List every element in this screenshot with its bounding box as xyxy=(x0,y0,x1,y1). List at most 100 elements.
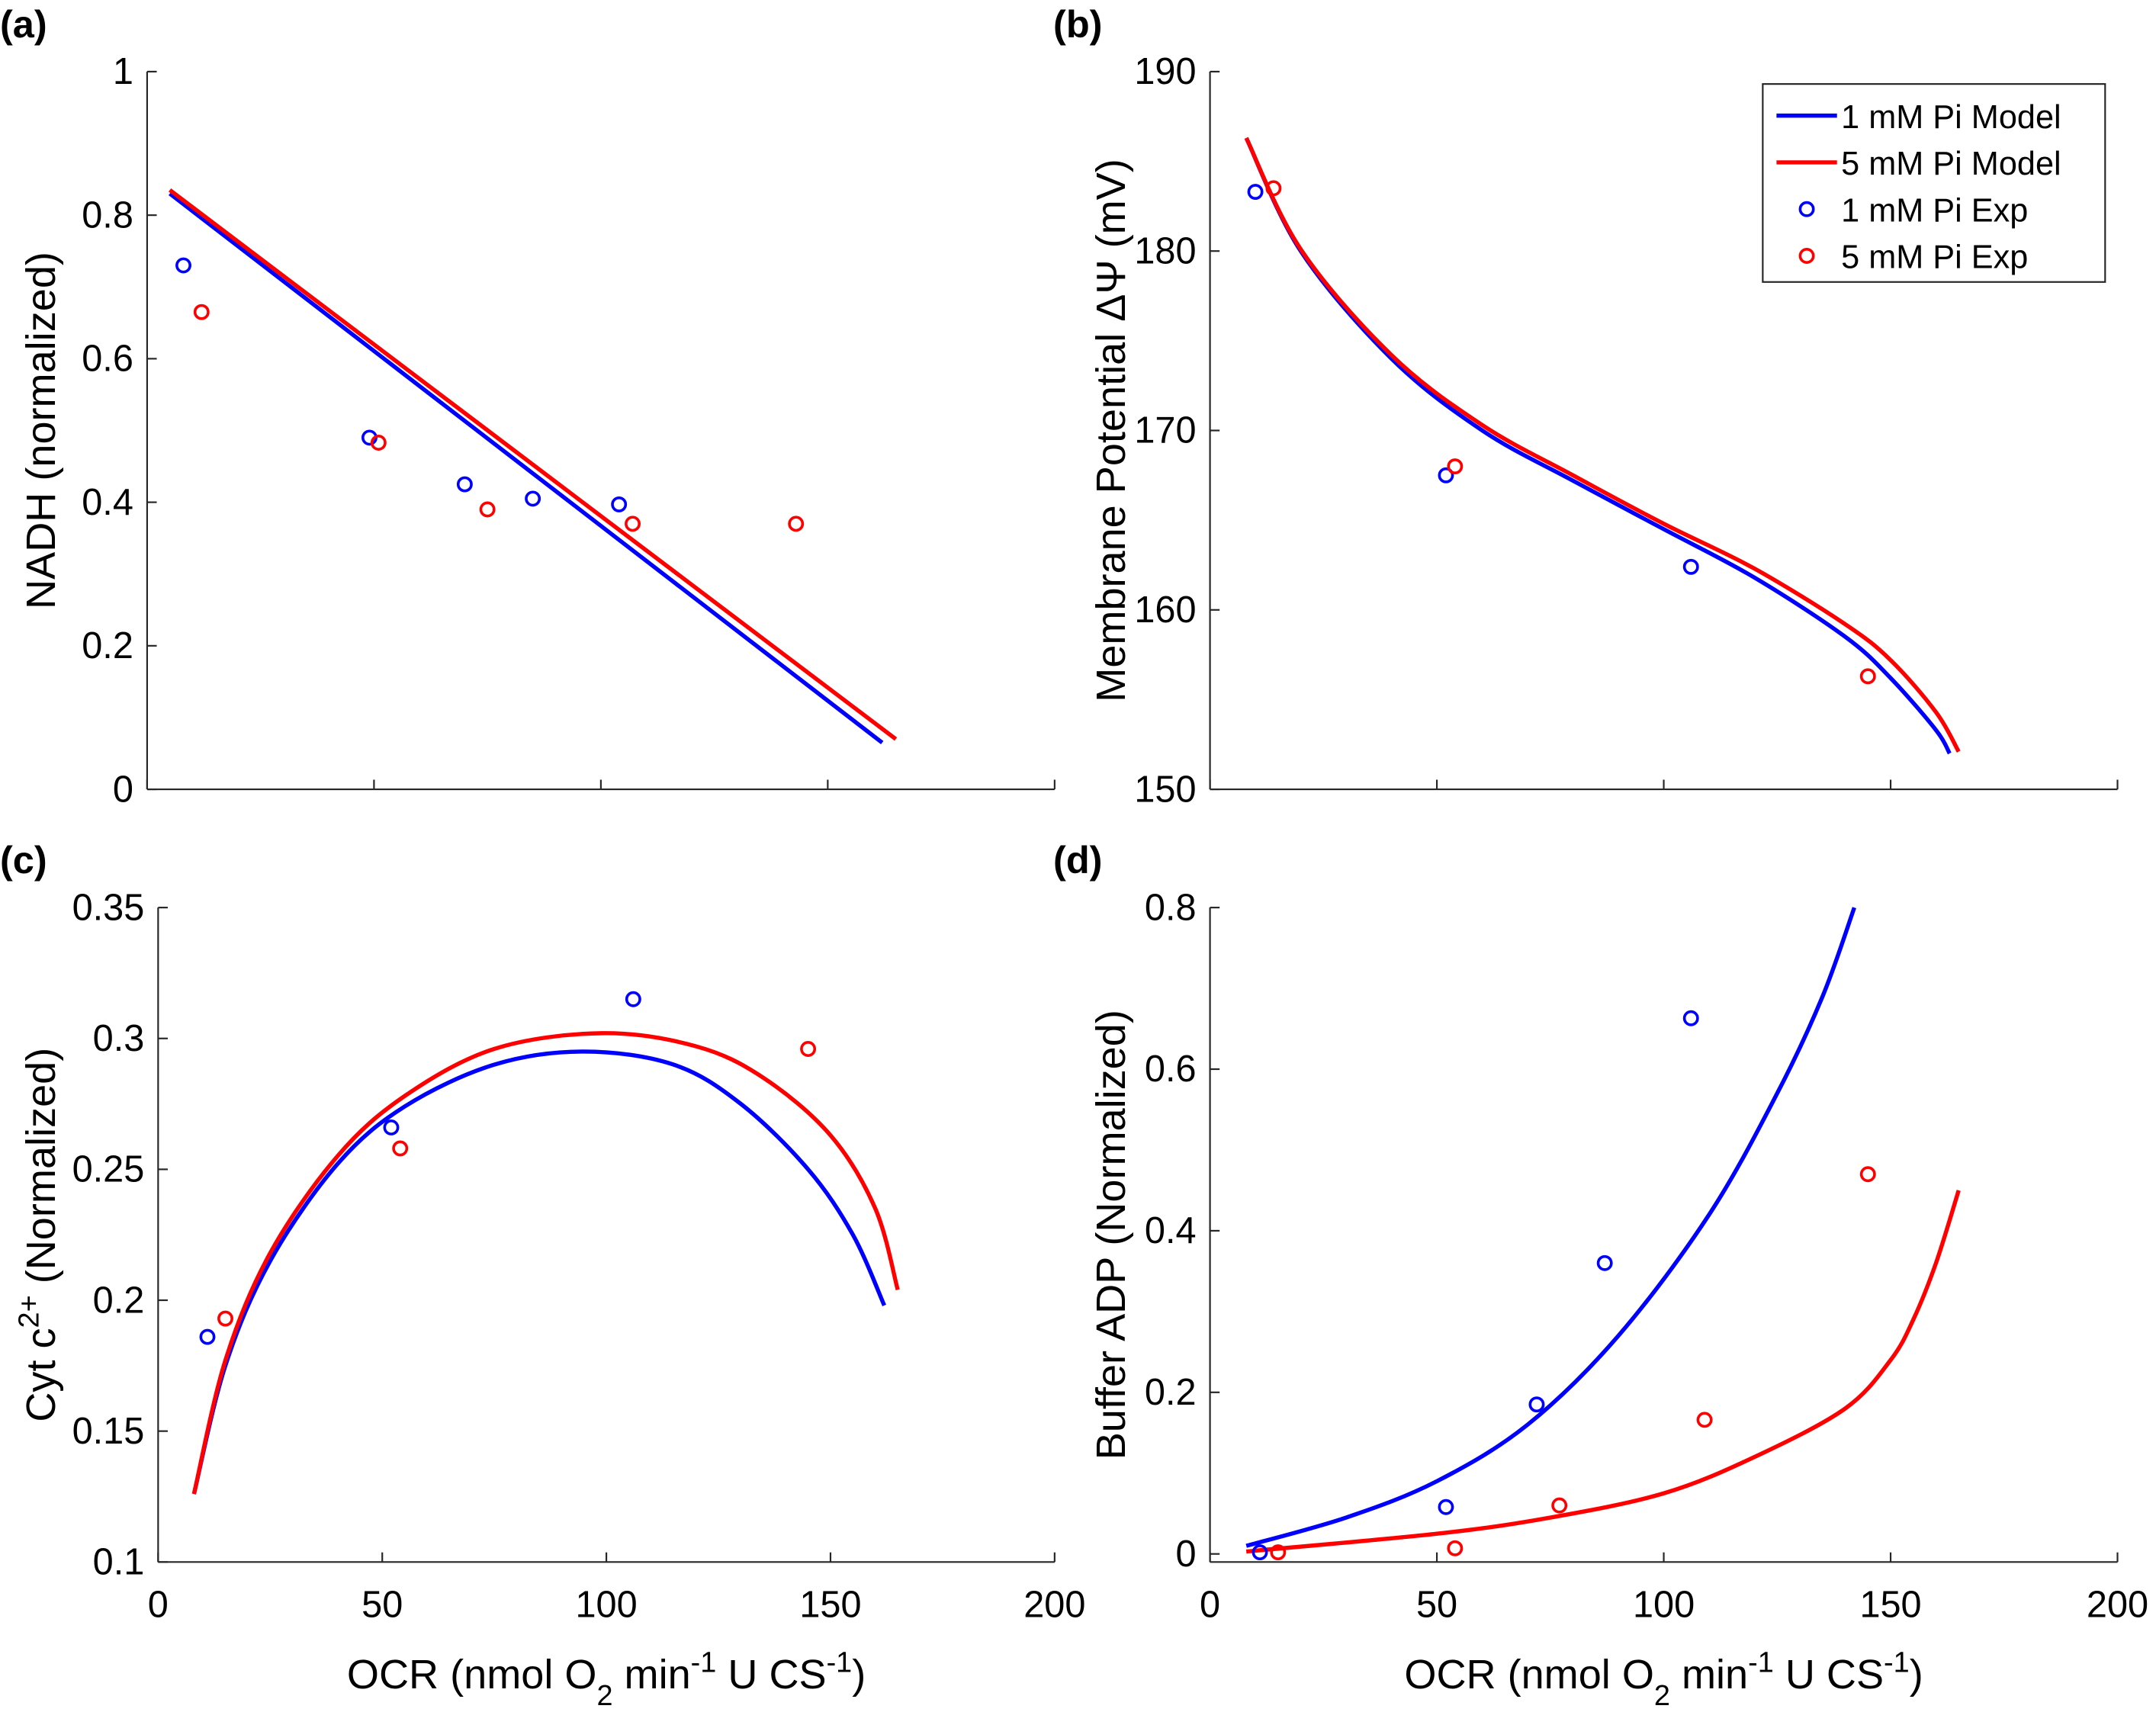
y-tick-label: 150 xyxy=(1134,769,1196,810)
data-point xyxy=(1252,1544,1268,1561)
x-axis-label-part: OCR (nmol O xyxy=(347,1652,597,1698)
data-point xyxy=(1270,1544,1287,1561)
data-point xyxy=(1438,1498,1454,1515)
data-point xyxy=(800,1041,817,1057)
y-axis-label: Cyt c2+ (Normalized) xyxy=(13,1048,64,1422)
x-axis-label-part: -1 xyxy=(827,1647,853,1679)
panel-label: (d) xyxy=(1053,838,1102,882)
y-axis-label: NADH (normalized) xyxy=(18,252,64,609)
legend-label: 1 mM Pi Model xyxy=(1841,99,2061,136)
x-axis-label-part: 2 xyxy=(596,1680,612,1712)
y-tick-label: 160 xyxy=(1134,589,1196,631)
series-5-mm-pi-model xyxy=(191,1031,900,1495)
y-tick-label: 0.6 xyxy=(1145,1049,1197,1090)
y-tick-label: 190 xyxy=(1134,51,1196,92)
legend-label: 1 mM Pi Exp xyxy=(1841,192,2028,229)
y-axis-label: Membrane Potential ΔΨ (mV) xyxy=(1088,159,1134,702)
y-tick-label: 0.6 xyxy=(82,339,133,380)
panel-label: (a) xyxy=(0,2,47,46)
legend-marker-swatch xyxy=(1798,248,1815,264)
panel-b: (b) 150 160 170 180 190 Membrane Potential ΔΨ … xyxy=(1053,2,2119,810)
model-curve xyxy=(169,188,898,741)
data-point xyxy=(525,490,541,507)
series-1-mm-pi-exp xyxy=(1252,1010,1699,1561)
x-axis-label-part: U CS xyxy=(1774,1652,1884,1698)
x-tick-label: 150 xyxy=(1859,1584,1921,1625)
panel-label: (c) xyxy=(0,838,47,882)
series-1-mm-pi-exp xyxy=(199,991,641,1345)
data-point xyxy=(1265,180,1282,197)
y-tick-label: 0.15 xyxy=(72,1411,145,1452)
data-point xyxy=(1447,458,1464,475)
data-point xyxy=(1447,1540,1464,1556)
series-5-mm-pi-exp xyxy=(193,304,805,532)
model-curve xyxy=(1245,907,1856,1548)
x-tick-label: 100 xyxy=(575,1584,637,1625)
data-point xyxy=(175,257,191,274)
series-5-mm-pi-exp xyxy=(1265,180,1876,685)
y-tick-label: 170 xyxy=(1134,410,1196,451)
x-tick-label: 100 xyxy=(1633,1584,1695,1625)
y-tick-label: 0.25 xyxy=(72,1149,145,1190)
panel-label: (b) xyxy=(1053,2,1102,46)
panel-a: (a) 0 0.2 0.4 0.6 0.8 1 NADH (normalized) xyxy=(0,2,1056,810)
series-5-mm-pi-exp xyxy=(217,1041,817,1327)
data-point xyxy=(1596,1254,1613,1271)
data-point xyxy=(199,1328,216,1345)
data-point xyxy=(625,516,641,532)
data-point xyxy=(625,991,641,1007)
x-tick-label: 0 xyxy=(1200,1584,1220,1625)
x-axis-label-part: U CS xyxy=(716,1652,826,1698)
model-curve xyxy=(191,1031,900,1495)
data-point xyxy=(788,516,805,532)
data-point xyxy=(1859,1166,1876,1183)
x-axis-label-part: ) xyxy=(1910,1652,1923,1698)
data-point xyxy=(370,435,387,451)
x-tick-label: 200 xyxy=(2087,1584,2148,1625)
y-tick-label: 0.3 xyxy=(93,1018,145,1059)
x-axis-label-part: -1 xyxy=(1748,1647,1774,1679)
panel-d: (d) 0 0.2 0.4 0.6 0.8 0 50 100 150 200 Buffer ADP (… xyxy=(1053,838,2148,1712)
legend-label: 5 mM Pi Model xyxy=(1841,146,2061,182)
series-1-mm-pi-model xyxy=(169,191,884,745)
y-tick-label: 0.1 xyxy=(93,1542,145,1583)
legend: 1 mM Pi Model 5 mM Pi Model 1 mM Pi Exp 5 m… xyxy=(1762,83,2106,283)
series-1-mm-pi-exp xyxy=(1247,184,1699,575)
x-axis-label-part: 2 xyxy=(1654,1680,1670,1712)
y-tick-label: 0.8 xyxy=(82,194,133,236)
data-point xyxy=(1682,1010,1699,1026)
legend-entry: 5 mM Pi Exp xyxy=(1798,239,2028,276)
data-point xyxy=(193,304,210,320)
x-axis-label-part: -1 xyxy=(1884,1647,1910,1679)
y-axis-label-superscript: 2+ xyxy=(13,1295,45,1328)
data-point xyxy=(1696,1412,1713,1428)
model-curve xyxy=(1244,137,1961,753)
legend-entry: 1 mM Pi Exp xyxy=(1798,192,2028,229)
x-axis-label: OCR (nmol O2 min-1 U CS-1) xyxy=(347,1647,866,1712)
legend-entry: 5 mM Pi Model xyxy=(1776,146,2061,182)
data-point xyxy=(217,1310,233,1327)
x-axis-label-part: ) xyxy=(852,1652,866,1698)
x-axis-label-part: -1 xyxy=(691,1647,717,1679)
x-tick-label: 150 xyxy=(799,1584,861,1625)
y-tick-label: 0.2 xyxy=(1145,1372,1197,1413)
y-tick-label: 1 xyxy=(113,51,133,92)
y-tick-label: 0.2 xyxy=(93,1280,145,1321)
y-tick-label: 180 xyxy=(1134,230,1196,271)
x-axis-label: OCR (nmol O2 min-1 U CS-1) xyxy=(1404,1647,1923,1712)
data-point xyxy=(1438,467,1454,483)
series-1-mm-pi-model xyxy=(1245,907,1856,1548)
data-point xyxy=(1247,184,1264,201)
series-1-mm-pi-model xyxy=(191,1049,886,1495)
y-tick-label: 0.8 xyxy=(1145,887,1197,928)
model-curve xyxy=(191,1049,886,1495)
data-point xyxy=(611,496,628,512)
data-point xyxy=(456,476,473,493)
x-axis-label-part: OCR (nmol O xyxy=(1404,1652,1654,1698)
panel-c: (c) 0.1 0.15 0.2 0.25 0.3 0.35 0 50 100 150 200 Cyt … xyxy=(0,838,1085,1712)
legend-label: 5 mM Pi Exp xyxy=(1841,239,2028,276)
model-curve xyxy=(1245,1190,1961,1554)
x-axis-label-part: min xyxy=(613,1652,691,1698)
legend-entry: 1 mM Pi Model xyxy=(1776,99,2061,136)
